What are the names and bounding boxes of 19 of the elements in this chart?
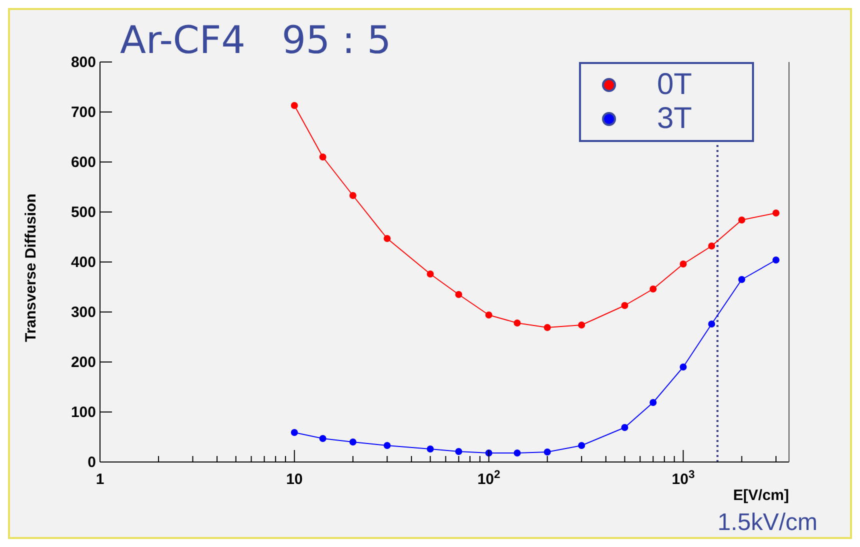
- y-tick-label: 300: [70, 304, 96, 321]
- y-axis-title: Transverse Diffusion: [22, 194, 40, 342]
- x-axis-title: E[V/cm]: [733, 487, 789, 504]
- y-tick-label: 0: [88, 454, 96, 471]
- x-tick-label: 10: [286, 471, 303, 488]
- x-tick-label: 10$^{2}$: [477, 469, 500, 488]
- x-tick-label: 1: [96, 471, 104, 488]
- y-tick-label: 700: [70, 104, 96, 121]
- legend-label: 3T: [656, 102, 692, 136]
- chart-title: Ar-CF4 95 : 5: [120, 18, 392, 62]
- ref-line-label: 1.5kV/cm: [717, 509, 818, 536]
- y-tick-label: 800: [70, 54, 96, 71]
- y-tick-label: 200: [70, 354, 96, 371]
- x-tick-label: 10$^{3}$: [672, 469, 695, 488]
- y-tick-label: 500: [70, 204, 96, 221]
- y-tick-label: 600: [70, 154, 96, 171]
- legend-label: 0T: [656, 68, 692, 102]
- y-tick-label: 100: [70, 404, 96, 421]
- y-tick-label: 400: [70, 254, 96, 271]
